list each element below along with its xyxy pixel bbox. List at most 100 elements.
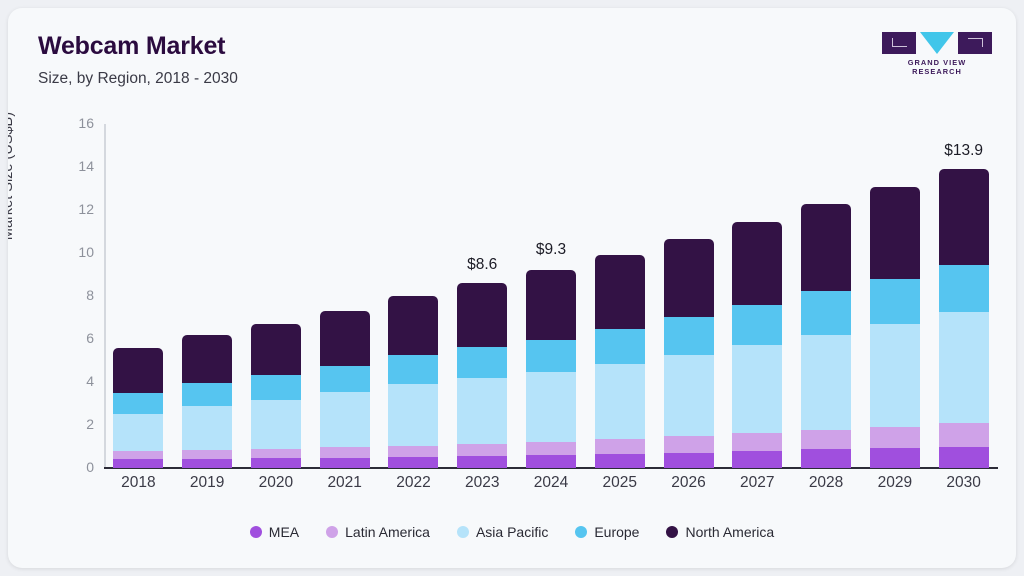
bar-segment[interactable]	[388, 457, 439, 468]
bar-segment[interactable]	[113, 348, 164, 393]
logo-right-block-icon	[958, 32, 992, 54]
bar-segment[interactable]	[457, 443, 508, 457]
bar-segment[interactable]	[457, 377, 508, 444]
bar-group[interactable]	[182, 124, 233, 468]
bar-segment[interactable]	[663, 436, 714, 453]
bar-segment[interactable]	[250, 400, 301, 449]
bar-segment[interactable]	[388, 446, 439, 458]
bar-segment[interactable]	[319, 457, 370, 468]
bar-segment[interactable]	[732, 345, 783, 434]
bar-segment[interactable]	[801, 204, 852, 292]
bar-segment[interactable]	[732, 433, 783, 452]
logo-wordmark: GRAND VIEW RESEARCH	[907, 58, 967, 76]
bar-segment[interactable]	[250, 323, 301, 376]
bar-segment[interactable]	[526, 371, 576, 442]
bar-segment[interactable]	[869, 447, 920, 468]
bar-segment[interactable]	[663, 452, 714, 468]
legend-item[interactable]: Europe	[575, 524, 639, 540]
bar-segment[interactable]	[594, 363, 645, 439]
legend-color-dot-icon	[326, 526, 339, 538]
bar-group[interactable]	[801, 124, 852, 468]
legend-item[interactable]: Latin America	[326, 524, 430, 540]
bar-segment[interactable]	[250, 375, 301, 401]
bar-segment[interactable]	[732, 305, 783, 346]
bar-value-label: $13.9	[944, 142, 983, 160]
bar-group[interactable]	[113, 124, 164, 468]
y-axis-tick: 6	[86, 330, 94, 346]
legend-item[interactable]: Asia Pacific	[456, 524, 549, 540]
bar-group[interactable]	[938, 124, 989, 468]
bar-group[interactable]	[457, 124, 508, 468]
bar-segment[interactable]	[388, 295, 439, 355]
bar-group[interactable]	[869, 124, 920, 468]
bar-group[interactable]	[526, 124, 576, 468]
bar-segment[interactable]	[457, 347, 508, 378]
bar-segment[interactable]	[182, 382, 233, 407]
bar-segment[interactable]	[250, 448, 301, 459]
bar-segment[interactable]	[938, 422, 989, 447]
bar-segment[interactable]	[526, 269, 576, 340]
plot-area	[104, 124, 998, 468]
bar-segment[interactable]	[113, 413, 164, 451]
logo-right-bracket-icon	[968, 38, 983, 47]
bar-segment[interactable]	[801, 291, 852, 335]
bar-segment[interactable]	[526, 441, 576, 456]
bar-segment[interactable]	[869, 187, 920, 279]
bar-group[interactable]	[732, 124, 783, 468]
bar-segment[interactable]	[594, 438, 645, 454]
bar-group[interactable]	[250, 124, 301, 468]
legend-label: Asia Pacific	[475, 524, 549, 540]
bar-segment[interactable]	[801, 334, 852, 430]
bar-group[interactable]	[319, 124, 370, 468]
bar-segment[interactable]	[319, 447, 370, 458]
y-axis-tick: 12	[78, 201, 94, 217]
bar-segment[interactable]	[938, 264, 989, 313]
legend-label: Europe	[594, 524, 640, 540]
bar-segment[interactable]	[801, 429, 852, 450]
legend-item[interactable]: MEA	[249, 524, 299, 540]
bar-segment[interactable]	[938, 312, 989, 423]
bar-segment[interactable]	[663, 354, 714, 437]
bar-value-label: $8.6	[467, 256, 498, 274]
bar-segment[interactable]	[319, 310, 370, 366]
bar-segment[interactable]	[869, 323, 920, 427]
y-axis-tick: 0	[86, 459, 94, 475]
bar-segment[interactable]	[526, 455, 576, 468]
bar-group[interactable]	[594, 124, 645, 468]
y-axis-tick: 4	[86, 373, 94, 389]
bar-segment[interactable]	[319, 365, 370, 393]
bar-segment[interactable]	[113, 458, 164, 468]
bar-segment[interactable]	[250, 458, 301, 468]
bar-segment[interactable]	[663, 238, 714, 317]
bar-segment[interactable]	[457, 282, 508, 348]
bar-segment[interactable]	[182, 458, 233, 468]
bar-segment[interactable]	[663, 316, 714, 355]
bar-segment[interactable]	[113, 450, 164, 459]
bar-segment[interactable]	[869, 426, 920, 448]
bar-segment[interactable]	[388, 354, 439, 385]
bar-segment[interactable]	[457, 456, 508, 468]
bar-segment[interactable]	[182, 449, 233, 459]
bar-segment[interactable]	[113, 392, 164, 414]
bar-segment[interactable]	[182, 406, 233, 450]
y-axis-title: Market Size (US$B)	[8, 111, 16, 241]
bar-segment[interactable]	[594, 328, 645, 364]
bar-group[interactable]	[388, 124, 439, 468]
bar-segment[interactable]	[732, 451, 783, 468]
bar-segment[interactable]	[869, 278, 920, 324]
y-axis-line	[104, 124, 106, 468]
bar-segment[interactable]	[594, 453, 645, 468]
legend-item[interactable]: North America	[666, 524, 774, 540]
bar-segment[interactable]	[801, 449, 852, 468]
bar-group[interactable]	[663, 124, 714, 468]
bar-segment[interactable]	[594, 254, 645, 329]
bar-segment[interactable]	[526, 339, 576, 372]
bar-segment[interactable]	[938, 169, 989, 265]
bar-segment[interactable]	[319, 392, 370, 448]
bar-segment[interactable]	[388, 384, 439, 447]
bar-segment[interactable]	[732, 221, 783, 306]
x-axis-tick: 2024	[533, 474, 569, 491]
bar-segment[interactable]	[182, 335, 233, 383]
legend-color-dot-icon	[249, 526, 262, 538]
bar-segment[interactable]	[938, 446, 989, 468]
